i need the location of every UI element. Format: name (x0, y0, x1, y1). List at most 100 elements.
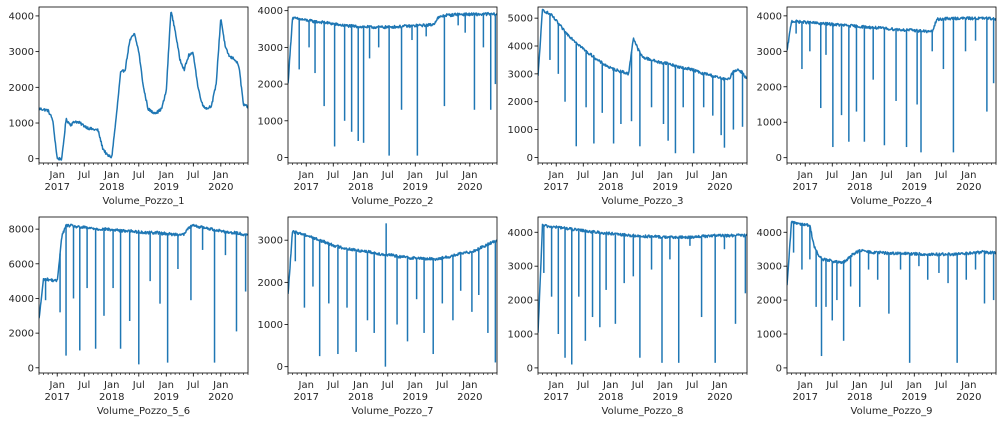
xtick-year-label: 2017 (44, 182, 69, 193)
plot-area (787, 16, 996, 153)
x-axis-label: Volume_Pozzo_3 (602, 196, 684, 207)
xtick-label: Jan (548, 380, 564, 391)
xtick-year-label: 2019 (902, 182, 927, 193)
ytick-label: 1000 (9, 119, 34, 130)
ytick-label: 3000 (508, 262, 533, 273)
xtick-label: Jul (576, 170, 589, 181)
ytick-label: 4000 (757, 11, 782, 22)
xtick-label: Jan (711, 170, 727, 181)
xtick-year-label: 2017 (792, 182, 817, 193)
ytick-label: 4000 (258, 6, 283, 17)
xtick-label: Jan (657, 380, 673, 391)
x-axis-label: Volume_Pozzo_7 (352, 406, 434, 417)
ytick-label: 1000 (508, 125, 533, 136)
xtick-label: Jan (906, 170, 922, 181)
xtick-year-label: 2020 (208, 392, 233, 403)
xtick-label: Jan (212, 380, 228, 391)
xtick-year-label: 2018 (847, 182, 872, 193)
xtick-year-label: 2019 (403, 392, 428, 403)
xtick-label: Jan (797, 170, 813, 181)
xtick-label: Jul (381, 170, 394, 181)
series-line (288, 229, 497, 294)
xtick-year-label: 2019 (902, 392, 927, 403)
xtick-label: Jul (880, 170, 893, 181)
ytick-label: 2000 (508, 97, 533, 108)
ytick-label: 2000 (9, 329, 34, 340)
ytick-label: 1000 (258, 320, 283, 331)
ytick-label: 1000 (258, 116, 283, 127)
ytick-label: 0 (527, 153, 533, 164)
ytick-label: 3000 (258, 43, 283, 54)
ytick-label: 3000 (757, 262, 782, 273)
xtick-label: Jul (132, 170, 145, 181)
xtick-label: Jul (576, 380, 589, 391)
xtick-label: Jan (461, 380, 477, 391)
ytick-label: 5000 (508, 14, 533, 25)
xtick-label: Jan (960, 170, 976, 181)
series-line (39, 11, 248, 161)
ytick-label: 0 (28, 363, 34, 374)
xtick-label: Jan (49, 170, 65, 181)
xtick-year-label: 2019 (403, 182, 428, 193)
xtick-label: Jul (631, 170, 644, 181)
xtick-label: Jul (825, 380, 838, 391)
xtick-year-label: 2020 (457, 182, 482, 193)
xtick-label: Jul (326, 380, 339, 391)
ytick-label: 4000 (508, 42, 533, 53)
xtick-label: Jul (880, 380, 893, 391)
ytick-label: 3000 (757, 47, 782, 58)
ytick-label: 0 (776, 153, 782, 164)
plot-area (39, 223, 248, 365)
xtick-label: Jan (797, 380, 813, 391)
xtick-label: Jul (435, 170, 448, 181)
xtick-year-label: 2020 (457, 392, 482, 403)
xtick-label: Jul (186, 380, 199, 391)
xtick-label: Jan (657, 170, 673, 181)
ytick-label: 8000 (9, 225, 34, 236)
ytick-label: 4000 (757, 228, 782, 239)
ytick-label: 0 (28, 154, 34, 165)
xtick-label: Jul (685, 380, 698, 391)
ytick-label: 0 (277, 362, 283, 373)
xtick-label: Jan (298, 380, 314, 391)
xtick-label: Jan (158, 170, 174, 181)
xtick-label: Jan (711, 380, 727, 391)
x-axis-label: Volume_Pozzo_2 (352, 196, 434, 207)
x-axis-label: Volume_Pozzo_1 (103, 196, 185, 207)
xtick-label: Jul (381, 380, 394, 391)
xtick-label: Jul (825, 170, 838, 181)
x-axis-label: Volume_Pozzo_8 (602, 406, 684, 417)
ytick-label: 2000 (508, 296, 533, 307)
plot-area (288, 11, 497, 156)
xtick-label: Jan (960, 380, 976, 391)
xtick-label: Jul (934, 380, 947, 391)
xtick-year-label: 2018 (348, 392, 373, 403)
xtick-label: Jan (103, 170, 119, 181)
ytick-label: 3000 (258, 236, 283, 247)
ytick-label: 1000 (757, 330, 782, 341)
ytick-label: 0 (776, 363, 782, 374)
plot-area (538, 223, 747, 365)
xtick-label: Jan (158, 380, 174, 391)
xtick-year-label: 2018 (598, 182, 623, 193)
xtick-year-label: 2018 (598, 392, 623, 403)
xtick-year-label: 2020 (208, 182, 233, 193)
xtick-year-label: 2020 (956, 392, 981, 403)
x-axis-label: Volume_Pozzo_5_6 (97, 406, 190, 417)
xtick-label: Jan (906, 380, 922, 391)
xtick-label: Jan (49, 380, 65, 391)
ytick-label: 3000 (9, 47, 34, 58)
xtick-year-label: 2020 (707, 392, 732, 403)
xtick-label: Jan (212, 170, 228, 181)
xtick-year-label: 2019 (154, 182, 179, 193)
plot-area (538, 8, 747, 154)
ytick-label: 4000 (9, 294, 34, 305)
plot-area (288, 223, 497, 367)
plot-area (39, 11, 248, 161)
